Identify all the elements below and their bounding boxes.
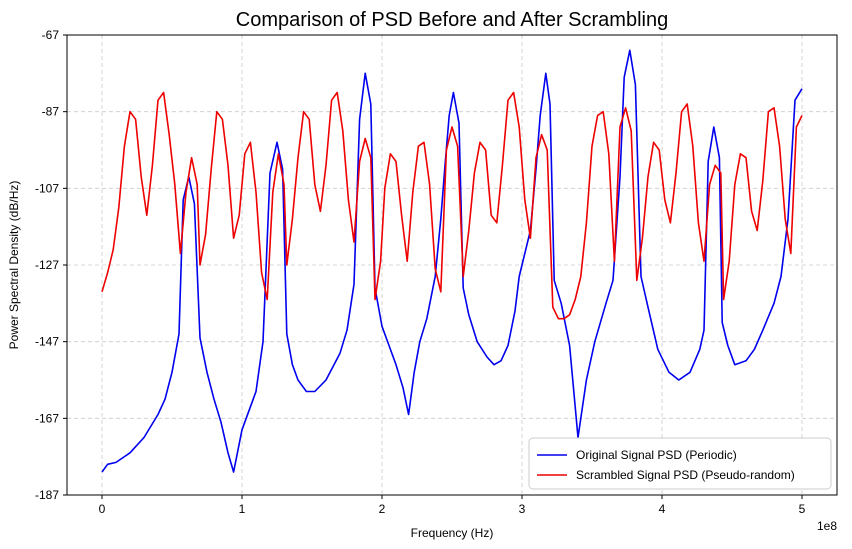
x-tick-label: 1: [239, 502, 246, 516]
legend-label-scrambled: Scrambled Signal PSD (Pseudo-random): [576, 468, 795, 482]
y-tick-label: -107: [35, 181, 59, 195]
ticks: 0 1 2 3 4 5 -67 -87 -107 -127 -147 -167 -187: [35, 28, 806, 516]
legend-box: [528, 437, 832, 490]
legend-label-original: Original Signal PSD (Periodic): [576, 448, 737, 462]
y-axis-label: Power Spectral Density (dB/Hz): [7, 181, 21, 350]
y-tick-label: -67: [42, 28, 60, 42]
chart-title: Comparison of PSD Before and After Scram…: [236, 9, 668, 31]
series-line-scrambled: [101, 91, 803, 320]
series-layer: [101, 49, 803, 473]
x-tick-label: 5: [799, 502, 806, 516]
x-tick-label: 2: [379, 502, 386, 516]
series-line-original: [101, 49, 803, 473]
x-axis-offset-label: 1e8: [817, 519, 837, 533]
y-tick-label: -187: [35, 488, 59, 502]
y-tick-label: -167: [35, 411, 59, 425]
legend: Original Signal PSD (Periodic) Scrambled…: [528, 437, 832, 490]
x-tick-label: 3: [519, 502, 526, 516]
y-tick-label: -147: [35, 335, 59, 349]
x-tick-label: 4: [659, 502, 666, 516]
x-tick-label: 0: [99, 502, 106, 516]
y-tick-label: -127: [35, 258, 59, 272]
y-tick-label: -87: [42, 105, 60, 119]
x-axis-label: Frequency (Hz): [411, 526, 494, 540]
